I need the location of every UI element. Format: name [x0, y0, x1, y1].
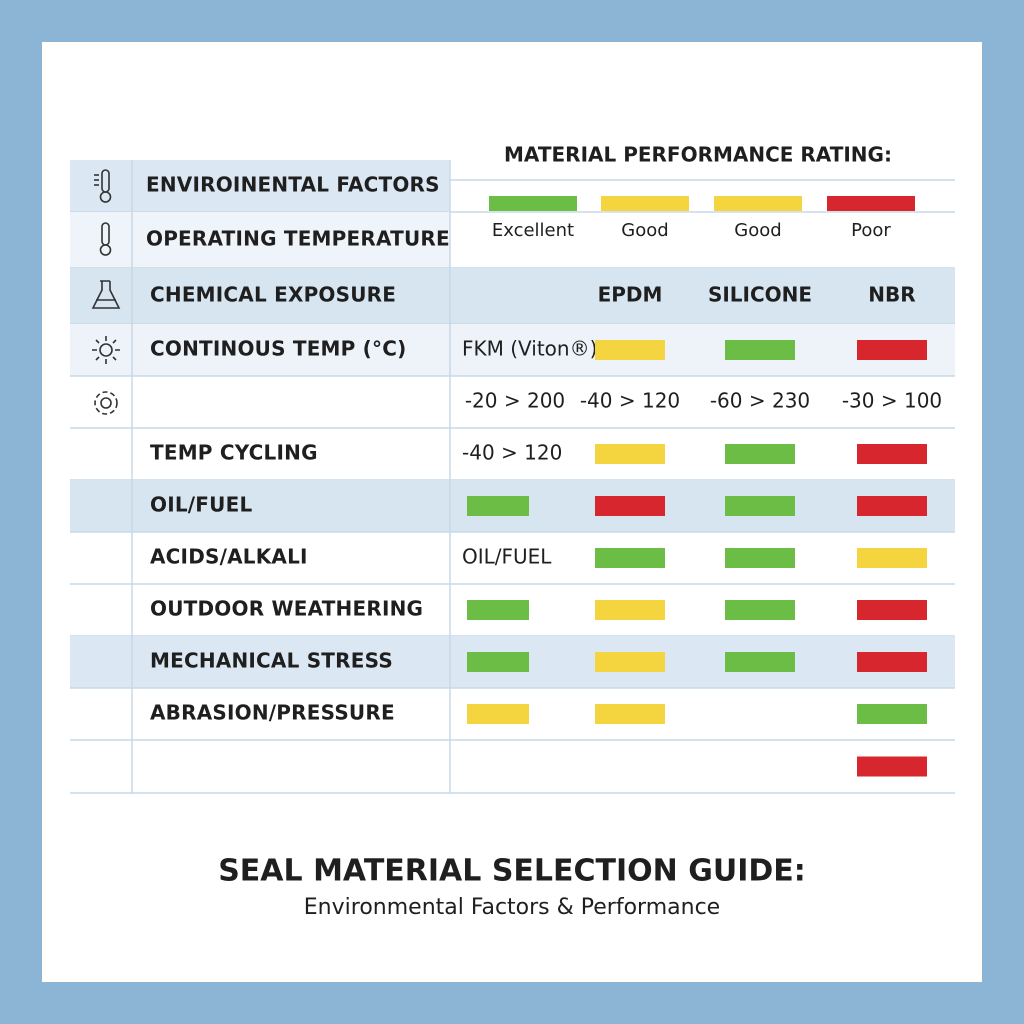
- footer-subtitle: Environmental Factors & Performance: [304, 895, 720, 920]
- rating-bar: [467, 496, 529, 516]
- legend-swatch: [827, 196, 915, 211]
- row-label: ENVIROINENTAL FACTORS: [146, 173, 440, 197]
- cell-text: -20 > 200: [465, 389, 565, 413]
- rating-bar: [595, 444, 665, 464]
- legend-swatch: [601, 196, 689, 211]
- rating-bar: [595, 600, 665, 620]
- rating-bar: [857, 600, 927, 620]
- legend-label: Poor: [851, 220, 891, 241]
- rating-bar: [595, 548, 665, 568]
- row-label: OUTDOOR WEATHERING: [150, 597, 423, 621]
- cell-text: -60 > 230: [710, 389, 810, 413]
- row-label: ABRASION/PRESSURE: [150, 701, 395, 725]
- rating-bar: [725, 444, 795, 464]
- legend-label: Good: [734, 220, 781, 241]
- rating-bar: [857, 548, 927, 568]
- row-label: TEMP CYCLING: [150, 441, 318, 465]
- cell-text: SILICONE: [708, 283, 812, 307]
- row-label: CONTINOUS TEMP (°C): [150, 337, 406, 361]
- rating-bar: [857, 444, 927, 464]
- row-bg: [70, 324, 450, 376]
- cell-text: -40 > 120: [462, 441, 562, 465]
- icons: [91, 169, 121, 415]
- cell-text: EPDM: [598, 283, 663, 307]
- rating-bar: [725, 600, 795, 620]
- row-label: OIL/FUEL: [150, 493, 252, 517]
- row-label: MECHANICAL STRESS: [150, 649, 393, 673]
- rating-bar: [857, 340, 927, 360]
- row-label: CHEMICAL EXPOSURE: [150, 283, 396, 307]
- legend-swatch: [489, 196, 577, 211]
- rating-bar: [595, 704, 665, 724]
- row-bg: [70, 212, 450, 268]
- rating-bar: [725, 496, 795, 516]
- rating-bar: [595, 652, 665, 672]
- row-bg: [70, 268, 450, 324]
- rating-title: MATERIAL PERFORMANCE RATING:: [504, 143, 892, 167]
- rating-bar: [725, 548, 795, 568]
- row-bg: [450, 268, 955, 324]
- rating-bar: [857, 756, 927, 777]
- legend-label: Excellent: [492, 220, 574, 241]
- row-bg: [70, 480, 450, 532]
- footer-title: SEAL MATERIAL SELECTION GUIDE:: [218, 854, 806, 889]
- rating-bar: [857, 704, 927, 724]
- rating-bar: [467, 600, 529, 620]
- cell-text: NBR: [868, 283, 915, 307]
- cell-text: -30 > 100: [842, 389, 942, 413]
- cell-text: -40 > 120: [580, 389, 680, 413]
- rating-bar: [857, 496, 927, 516]
- legend-label: Good: [621, 220, 668, 241]
- cell-text: OIL/FUEL: [462, 545, 552, 569]
- legend-swatch: [714, 196, 802, 211]
- row-bg: [70, 160, 450, 212]
- rating-bar: [725, 340, 795, 360]
- cell-text: FKM (Viton®): [462, 337, 597, 361]
- rating-bar: [857, 652, 927, 672]
- rating-bar: [595, 496, 665, 516]
- row-label: OPERATING TEMPERATURE: [146, 227, 450, 251]
- rating-bar: [725, 652, 795, 672]
- rating-bar: [467, 704, 529, 724]
- rating-bar: [595, 340, 665, 360]
- row-bg: [70, 636, 450, 688]
- rating-bar: [467, 652, 529, 672]
- row-label: ACIDS/ALKALI: [150, 545, 308, 569]
